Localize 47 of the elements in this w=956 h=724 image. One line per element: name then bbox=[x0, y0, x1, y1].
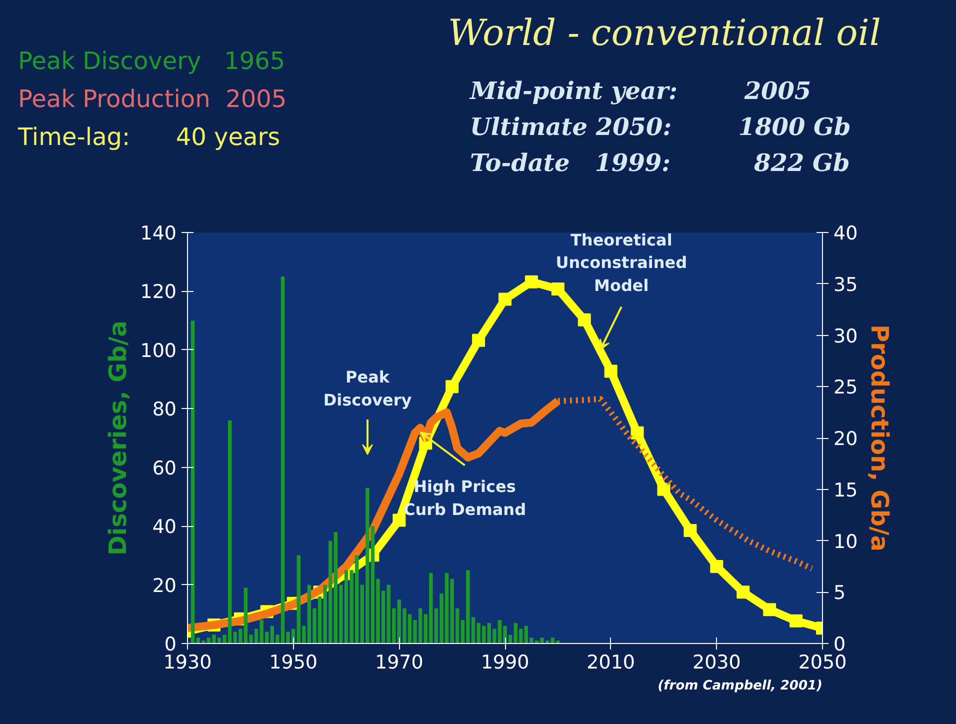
text: (from Campbell, 2001) bbox=[658, 678, 823, 694]
y2-tick-label: 15 bbox=[834, 479, 858, 502]
y2-tick-label: 25 bbox=[834, 376, 858, 399]
point bbox=[498, 292, 512, 306]
point bbox=[551, 282, 564, 296]
point bbox=[736, 586, 750, 599]
point bbox=[578, 313, 591, 326]
point bbox=[710, 560, 724, 573]
y2-tick-label: 35 bbox=[834, 274, 858, 296]
text: Peak Discovery 1965 bbox=[18, 46, 286, 77]
y-tick-label: 100 bbox=[140, 340, 176, 362]
point bbox=[630, 426, 644, 440]
y-tick-label: 140 bbox=[140, 222, 176, 244]
point bbox=[392, 514, 406, 527]
y-tick-label: 120 bbox=[140, 281, 176, 304]
y2-tick-label: 20 bbox=[834, 428, 858, 450]
x-tick-label: 2010 bbox=[586, 652, 636, 674]
y2-tick-label: 30 bbox=[834, 325, 858, 348]
y-axis-title: Discoveries, Gb/a bbox=[104, 320, 132, 556]
y2-tick-label: 5 bbox=[834, 582, 846, 604]
text: Ultimate 2050: 1800 Gb bbox=[470, 111, 851, 143]
text: To-date 1999: 822 Gb bbox=[470, 147, 850, 179]
point bbox=[657, 482, 670, 496]
y-tick-label: 80 bbox=[152, 398, 177, 421]
point bbox=[684, 524, 697, 537]
y2-tick-label: 10 bbox=[834, 530, 858, 553]
y2-tick-label: 40 bbox=[834, 222, 858, 244]
point bbox=[446, 380, 459, 394]
annotation: Peak Discovery bbox=[323, 368, 412, 410]
x-tick-label: 2030 bbox=[692, 652, 741, 674]
point bbox=[790, 614, 803, 628]
y-tick-label: 60 bbox=[152, 457, 177, 480]
x-tick-label: 1950 bbox=[269, 652, 318, 674]
text: Mid-point year: 2005 bbox=[470, 75, 812, 107]
x-tick-label: 1970 bbox=[374, 652, 424, 674]
point bbox=[763, 603, 776, 616]
text: Peak Production 2005 bbox=[18, 84, 287, 115]
y-tick-label: 20 bbox=[152, 574, 177, 597]
y-tick-label: 40 bbox=[152, 516, 177, 538]
chart-title: World - conventional oil bbox=[448, 12, 881, 56]
point bbox=[472, 334, 486, 347]
y2-axis-title: Production, Gb/a bbox=[866, 324, 894, 552]
text: Time-lag: 40 years bbox=[18, 122, 280, 153]
point bbox=[604, 364, 618, 378]
x-tick-label: 1990 bbox=[480, 652, 530, 674]
annotation: Theoretical Unconstrained Model bbox=[556, 230, 688, 296]
point bbox=[524, 275, 538, 288]
